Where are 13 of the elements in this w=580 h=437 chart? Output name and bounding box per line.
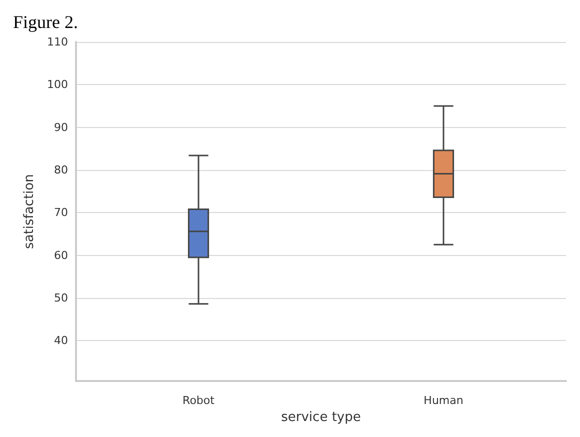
y-tick-label: 90 xyxy=(54,120,68,134)
y-tick-label: 100 xyxy=(47,78,68,92)
y-tick-label: 80 xyxy=(54,163,68,176)
chart-title: Figure 2. xyxy=(13,12,78,32)
y-axis-title: satisfaction xyxy=(22,174,37,249)
y-tick-label: 50 xyxy=(54,291,68,304)
x-axis-title: service type xyxy=(281,410,361,425)
y-tick-label: 110 xyxy=(47,36,68,48)
y-tick-label: 60 xyxy=(54,248,68,262)
y-tick-label: 70 xyxy=(54,206,68,220)
x-tick-label: Human xyxy=(424,394,464,408)
x-tick-label: Robot xyxy=(182,394,216,408)
y-tick-label: 40 xyxy=(54,334,68,348)
